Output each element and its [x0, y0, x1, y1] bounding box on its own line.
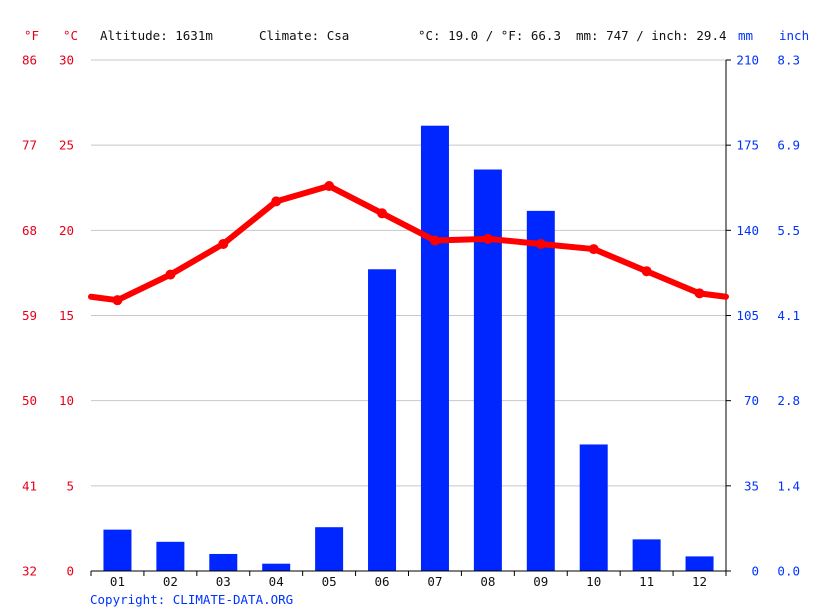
- month-tick-label: 01: [110, 574, 125, 589]
- month-tick-label: 10: [586, 574, 601, 589]
- temperature-point: [271, 196, 282, 207]
- precipitation-bar: [632, 539, 661, 571]
- precipitation-bar: [685, 556, 714, 571]
- mm-tick-label: 175: [736, 138, 759, 153]
- climate-label: Climate: Csa: [259, 28, 349, 43]
- fahrenheit-tick-label: 77: [22, 138, 37, 153]
- month-tick-label: 08: [480, 574, 495, 589]
- fahrenheit-tick-label: 86: [22, 53, 37, 68]
- precipitation-bar: [368, 269, 397, 571]
- celsius-tick-label: 30: [59, 53, 74, 68]
- precipitation-bar: [579, 444, 608, 571]
- inch-unit-label: inch: [779, 28, 809, 43]
- month-tick-label: 05: [322, 574, 337, 589]
- precipitation-bar: [103, 529, 132, 571]
- month-tick-label: 07: [427, 574, 442, 589]
- axes: [90, 59, 731, 576]
- temperature-point: [112, 295, 123, 306]
- fahrenheit-tick-label: 50: [22, 393, 37, 408]
- mm-unit-label: mm: [738, 28, 753, 43]
- celsius-tick-label: 20: [59, 223, 74, 238]
- tick-labels: 86 30 210 8.377 25 175 6.968 20 140 5.559 15 105 4.1…: [22, 53, 800, 590]
- precipitation-bar: [473, 169, 502, 571]
- celsius-unit-label: °C: [63, 28, 78, 43]
- fahrenheit-tick-label: 41: [22, 478, 37, 493]
- precipitation-bars: [103, 125, 714, 571]
- annual-precipitation-label: mm: 747 / inch: 29.4: [576, 28, 727, 43]
- temperature-point: [641, 266, 652, 277]
- average-temperature-label: °C: 19.0 / °F: 66.3: [418, 28, 561, 43]
- altitude-label: Altitude: 1631m: [100, 28, 213, 43]
- temperature-line-path: [88, 183, 729, 304]
- celsius-tick-label: 0: [66, 564, 74, 579]
- month-tick-label: 06: [375, 574, 390, 589]
- inch-tick-label: 4.1: [777, 308, 800, 323]
- inch-tick-label: 6.9: [777, 138, 800, 153]
- mm-tick-label: 140: [736, 223, 759, 238]
- copyright-label: Copyright: CLIMATE-DATA.ORG: [90, 592, 293, 607]
- mm-tick-label: 70: [744, 393, 759, 408]
- temperature-point: [482, 233, 493, 244]
- month-tick-label: 09: [533, 574, 548, 589]
- mm-tick-label: 0: [751, 564, 759, 579]
- fahrenheit-tick-label: 68: [22, 223, 37, 238]
- month-tick-label: 03: [216, 574, 231, 589]
- temperature-point: [429, 235, 440, 246]
- temperature-point: [377, 208, 388, 219]
- precipitation-bar: [526, 210, 555, 571]
- temperature-point: [588, 244, 599, 255]
- precipitation-bar: [156, 541, 185, 571]
- inch-tick-label: 8.3: [777, 53, 800, 68]
- celsius-tick-label: 10: [59, 393, 74, 408]
- month-tick-label: 12: [692, 574, 707, 589]
- mm-tick-label: 35: [744, 478, 759, 493]
- precipitation-bar: [420, 125, 449, 571]
- temperature-point: [165, 269, 176, 280]
- temperature-line: [88, 181, 729, 306]
- precipitation-bar: [315, 527, 344, 571]
- month-tick-label: 04: [269, 574, 284, 589]
- temperature-point: [535, 238, 546, 249]
- precipitation-bar: [209, 553, 238, 571]
- mm-tick-label: 210: [736, 53, 759, 68]
- mm-tick-label: 105: [736, 308, 759, 323]
- celsius-tick-label: 25: [59, 138, 74, 153]
- inch-tick-label: 5.5: [777, 223, 800, 238]
- gridlines: [91, 59, 726, 487]
- month-tick-label: 02: [163, 574, 178, 589]
- fahrenheit-tick-label: 59: [22, 308, 37, 323]
- fahrenheit-tick-label: 32: [22, 564, 37, 579]
- temperature-point: [324, 181, 335, 192]
- inch-tick-label: 0.0: [777, 564, 800, 579]
- temperature-point: [218, 238, 229, 249]
- celsius-tick-label: 5: [66, 478, 74, 493]
- inch-tick-label: 2.8: [777, 393, 800, 408]
- month-tick-label: 11: [639, 574, 654, 589]
- temperature-point: [694, 288, 705, 299]
- fahrenheit-unit-label: °F: [24, 28, 39, 43]
- celsius-tick-label: 15: [59, 308, 74, 323]
- inch-tick-label: 1.4: [777, 478, 800, 493]
- precipitation-bar: [262, 563, 291, 571]
